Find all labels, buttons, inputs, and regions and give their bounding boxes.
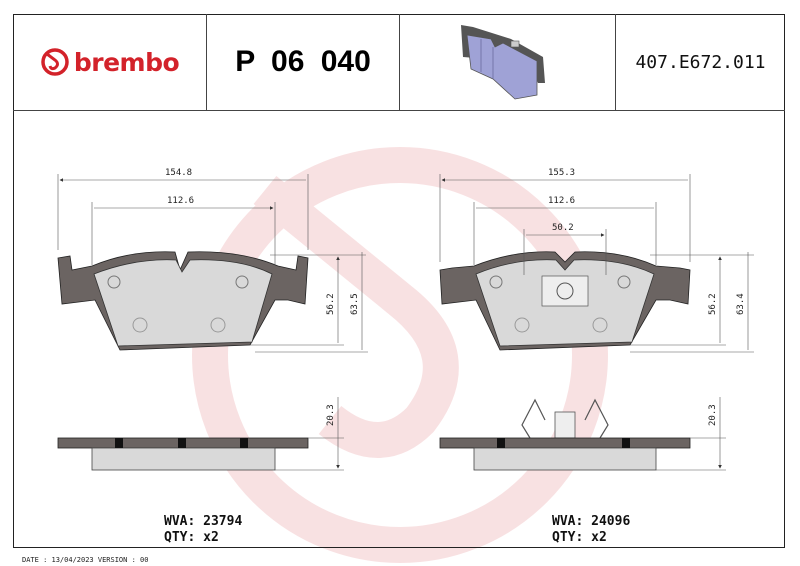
dim-left-pad-height: 56.2: [326, 293, 336, 315]
dim-right-pad-height: 56.2: [708, 293, 718, 315]
date-version: DATE : 13/04/2023 VERSION : 00: [22, 556, 149, 564]
right-qty: QTY: x2: [552, 530, 607, 545]
part-number: P 06 040: [235, 45, 371, 78]
brand-logo-text: brembo: [73, 47, 180, 77]
brembo-logo-icon: [41, 48, 69, 76]
dim-left-pad-width: 112.6: [167, 196, 194, 206]
brake-pad-image: [460, 25, 545, 100]
code-cell: 407.E672.011: [616, 14, 785, 110]
logo-cell: brembo: [13, 14, 207, 110]
left-qty: QTY: x2: [164, 530, 219, 545]
dimension-lines: [58, 174, 754, 470]
dim-right-thickness: 20.3: [708, 404, 718, 426]
dim-left-thickness: 20.3: [326, 404, 336, 426]
right-pad-front: [439, 251, 691, 351]
dim-right-total-height: 63.4: [736, 293, 746, 315]
product-image-cell: [400, 14, 616, 110]
header-divider: [13, 110, 785, 111]
dim-left-total-width: 154.8: [165, 168, 192, 178]
right-wva: WVA: 24096: [552, 514, 631, 529]
left-pad-side: [57, 437, 309, 471]
dim-right-pad-width: 112.6: [548, 196, 575, 206]
left-pad-front: [57, 251, 309, 351]
right-pad-side: [439, 398, 691, 471]
reference-code: 407.E672.011: [635, 51, 766, 73]
left-wva: WVA: 23794: [164, 514, 243, 529]
dim-right-clip-width: 50.2: [552, 223, 574, 233]
dim-right-total-width: 155.3: [548, 168, 575, 178]
part-number-cell: P 06 040: [207, 14, 400, 110]
dim-left-total-height: 63.5: [350, 293, 360, 315]
